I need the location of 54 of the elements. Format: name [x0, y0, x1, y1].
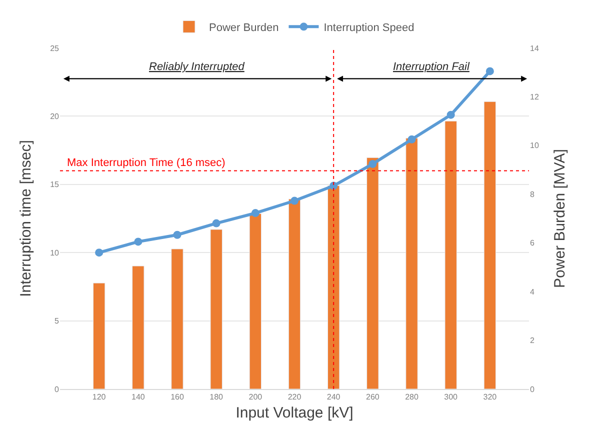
bar [406, 138, 418, 389]
x-tick-label: 180 [210, 392, 224, 402]
bar [444, 120, 457, 389]
x-tick-label: 320 [483, 392, 498, 402]
bar [484, 101, 496, 389]
y2-tick-label: 0 [530, 384, 535, 394]
x-tick-label: 220 [288, 392, 302, 402]
point [446, 110, 455, 119]
y2-tick-label: 10 [530, 141, 540, 150]
bar [366, 157, 379, 389]
x-tick-label: 200 [248, 392, 263, 402]
y-tick-label: 15 [50, 180, 60, 190]
x-tick-label: 160 [170, 392, 184, 402]
x-tick-label: 280 [405, 392, 419, 402]
point [251, 209, 260, 218]
y-axis-title: Interruption time [msec] [17, 140, 34, 297]
point [173, 230, 182, 239]
bar [210, 229, 222, 389]
y2-tick-label: 6 [530, 238, 535, 248]
point [95, 248, 104, 257]
point [486, 67, 494, 76]
bar [132, 266, 144, 389]
x-tick-label: 140 [131, 392, 146, 402]
y2-tick-label: 12 [530, 92, 540, 102]
annotation: Interruption Fail [393, 61, 470, 73]
bar [288, 198, 301, 389]
legend-label: Power Burden [209, 22, 279, 34]
y-tick-label: 5 [54, 316, 60, 326]
point [134, 238, 142, 246]
y2-tick-label: 14 [530, 44, 540, 53]
ref-line-label: Max Interruption Time (16 msec) [67, 157, 226, 169]
bar [249, 213, 262, 389]
y2-tick-label: 2 [530, 336, 535, 346]
point [368, 160, 377, 168]
x-tick-label: 120 [92, 392, 106, 402]
x-tick-label: 240 [326, 392, 341, 402]
y2-tick-label: 8 [530, 190, 535, 199]
bar [171, 248, 184, 389]
annotation: Reliably Interrupted [149, 61, 246, 73]
point [212, 219, 220, 228]
x-tick-label: 300 [444, 392, 458, 402]
bar [92, 282, 106, 389]
y-tick-label: 0 [54, 384, 60, 394]
legend-label: Interruption Speed [324, 22, 414, 34]
point [290, 196, 298, 205]
y-tick-label: 25 [50, 44, 60, 53]
y-tick-label: 20 [50, 112, 60, 121]
x-tick-label: 260 [366, 392, 380, 402]
point [408, 135, 416, 144]
y2-tick-label: 4 [530, 287, 535, 296]
x-axis-title: Input Voltage [kV] [236, 404, 354, 422]
y-tick-label: 10 [50, 248, 60, 258]
bar [327, 185, 340, 389]
y2-axis-title: Power Burden [MVA] [551, 149, 568, 288]
